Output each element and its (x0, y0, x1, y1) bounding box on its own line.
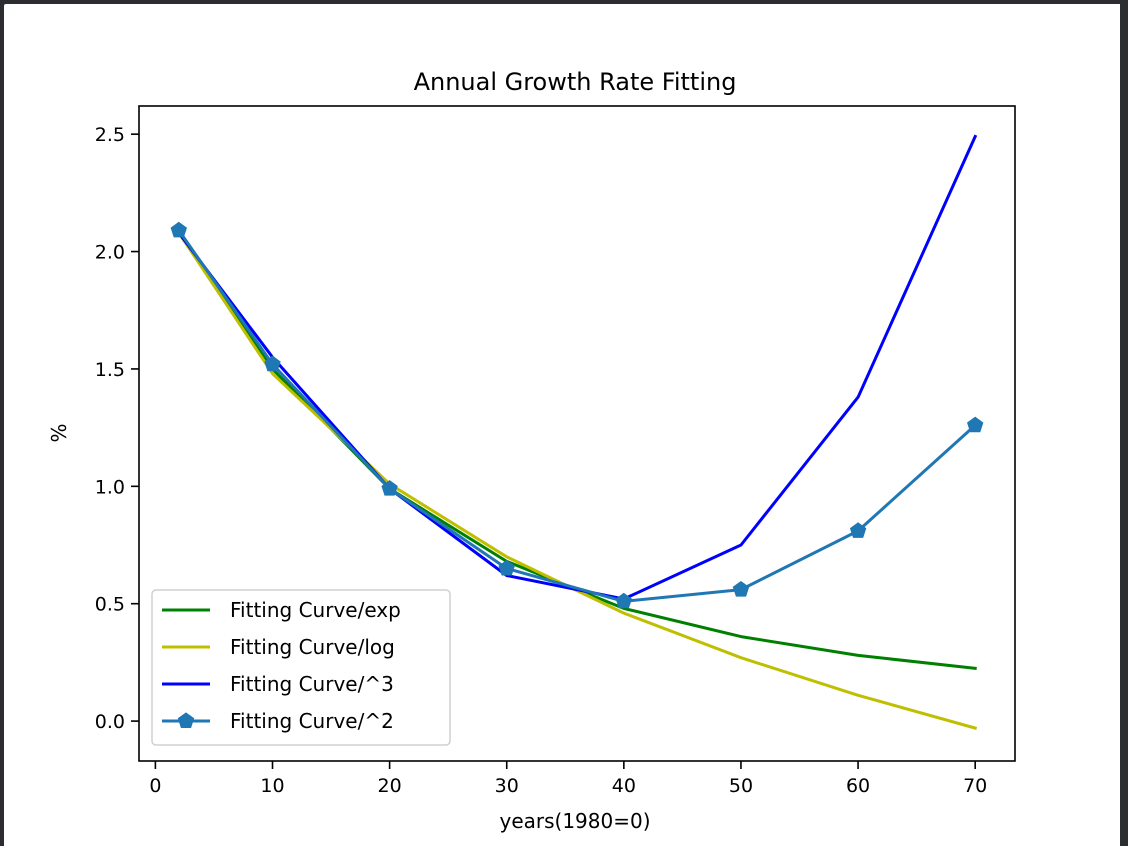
x-tick-label: 70 (963, 775, 987, 797)
legend-label-1: Fitting Curve/exp (230, 598, 401, 622)
legend-box (151, 589, 451, 746)
y-tick-label: 0.0 (95, 711, 125, 733)
data-point-marker (170, 221, 187, 238)
data-point-marker (615, 592, 633, 609)
x-tick-label: 60 (846, 775, 870, 797)
x-tick-label: 0 (149, 775, 161, 797)
data-point-marker (264, 355, 281, 372)
data-point-marker (381, 480, 398, 496)
chart-title: Annual Growth Rate Fitting (414, 68, 737, 96)
legend-marker (177, 712, 195, 728)
axes-frame (138, 105, 1016, 762)
x-tick-label: 50 (729, 775, 753, 797)
data-point-marker (732, 580, 750, 597)
series-line-3 (176, 134, 978, 601)
legend-label-4: Fitting Curve/^2 (230, 709, 394, 733)
y-tick-label: 1.5 (95, 359, 125, 381)
data-point-marker (967, 416, 984, 433)
plot-area: 0 10 20 30 40 50 60 70 0.0 0.5 1.0 1.5 2.0 2.5 Fitting… (95, 105, 1016, 797)
legend-label-3: Fitting Curve/^3 (230, 672, 394, 696)
series-line-4 (176, 228, 978, 603)
y-tick-label: 0.5 (95, 594, 125, 616)
x-tick-label: 40 (612, 775, 636, 797)
x-axis-label: years(1980=0) (499, 809, 650, 833)
x-tick-label: 10 (260, 775, 284, 797)
x-tick-label: 20 (378, 775, 402, 797)
x-tick-label: 30 (495, 775, 519, 797)
legend: Fitting Curve/exp Fitting Curve/log Fittin… (151, 589, 451, 746)
y-tick-label: 2.0 (95, 242, 125, 264)
y-axis-label: % (47, 423, 71, 442)
legend-label-2: Fitting Curve/log (230, 635, 395, 659)
y-tick-label: 1.0 (95, 476, 125, 498)
y-tick-label: 2.5 (95, 124, 125, 146)
data-point-marker (849, 522, 867, 538)
data-point-marker (498, 559, 515, 576)
